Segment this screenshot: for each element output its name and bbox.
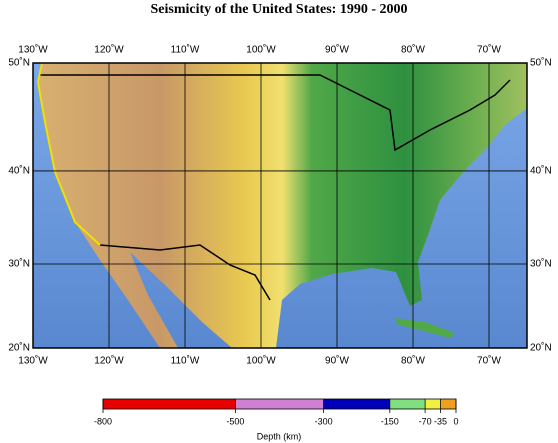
x-tick-label: 90˚W bbox=[325, 355, 349, 367]
y-tick-label: 40˚N bbox=[8, 165, 30, 177]
border bbox=[99, 244, 271, 301]
x-tick-label: 100˚W bbox=[246, 44, 276, 56]
colorbar-segment bbox=[323, 399, 390, 409]
y-tick-label: 50˚N bbox=[8, 57, 30, 69]
y-tick-label: 20˚N bbox=[8, 342, 30, 354]
x-tick-label: 90˚W bbox=[325, 44, 349, 56]
colorbar-segment bbox=[235, 399, 324, 409]
x-tick-label: 70˚W bbox=[477, 355, 501, 367]
x-tick-label: 130˚W bbox=[18, 44, 48, 56]
y-tick-label: 40˚N bbox=[530, 165, 552, 177]
x-tick-label: 110˚W bbox=[171, 44, 200, 56]
colorbar-tick-label: 0 bbox=[453, 416, 458, 426]
colorbar-label: Depth (km) bbox=[257, 431, 302, 441]
y-tick-label: 30˚N bbox=[530, 258, 552, 270]
y-tick-label: 30˚N bbox=[8, 258, 30, 270]
y-tick-label: 50˚N bbox=[530, 57, 552, 69]
border bbox=[40, 74, 511, 152]
colorbar-segment bbox=[425, 399, 441, 409]
x-tick-label: 120˚W bbox=[94, 44, 124, 56]
y-tick-label: 20˚N bbox=[530, 342, 552, 354]
map-area bbox=[33, 63, 527, 348]
colorbar-tick-label: -70 bbox=[419, 416, 432, 426]
colorbar-segment bbox=[103, 399, 236, 409]
x-tick-label: 110˚W bbox=[171, 355, 200, 367]
x-tick-label: 80˚W bbox=[401, 355, 425, 367]
x-tick-label: 70˚W bbox=[477, 44, 501, 56]
coastline bbox=[36, 63, 101, 246]
colorbar-tick-label: -150 bbox=[381, 416, 399, 426]
colorbar-segment bbox=[389, 399, 426, 409]
x-tick-label: 130˚W bbox=[18, 355, 48, 367]
x-tick-label: 100˚W bbox=[246, 355, 276, 367]
cuba bbox=[395, 318, 455, 338]
x-tick-label: 120˚W bbox=[94, 355, 124, 367]
land bbox=[38, 63, 527, 348]
colorbar-segment bbox=[440, 399, 456, 409]
colorbar-tick-label: -800 bbox=[94, 416, 112, 426]
colorbar-tick-label: -35 bbox=[434, 416, 447, 426]
colorbar-tick-label: -300 bbox=[315, 416, 333, 426]
colorbar-tick-label: -500 bbox=[226, 416, 244, 426]
map-title: Seismicity of the United States: 1990 - … bbox=[150, 2, 407, 17]
x-tick-label: 80˚W bbox=[401, 44, 425, 56]
